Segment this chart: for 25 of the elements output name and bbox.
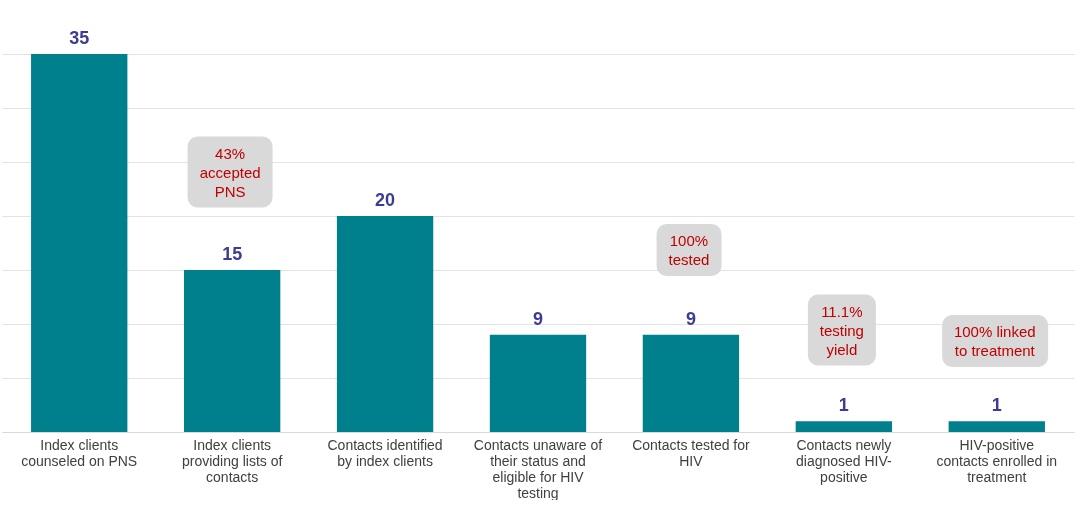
bar — [948, 421, 1045, 432]
x-tick-label: Contacts identified by index clients — [327, 436, 443, 469]
x-tick-label: Contacts newly diagnosed HIV-positive — [795, 436, 893, 485]
bar — [31, 54, 128, 432]
callout-box: 100% tested — [656, 224, 722, 276]
x-tick-label: Index clients counseled on PNS — [21, 436, 138, 469]
data-label: 9 — [532, 308, 544, 329]
data-label: 1 — [991, 395, 1002, 416]
bar — [489, 334, 587, 432]
callout-box: 43% accepted PNS — [187, 136, 273, 208]
bar — [183, 270, 281, 432]
callout-box: 100% linked to treatment — [941, 315, 1048, 367]
x-tick-label: HIV-positive contacts enrolled in treatment — [936, 436, 1058, 485]
data-label: 35 — [69, 28, 90, 48]
callout-box: 11.1% testing yield — [807, 294, 876, 366]
data-label: 15 — [222, 244, 243, 264]
bar — [642, 334, 740, 432]
x-tick-label: Contacts tested for HIV — [632, 436, 751, 469]
x-tick-label: Index clients providing lists of contacts — [181, 436, 283, 485]
data-label: 9 — [685, 308, 696, 329]
x-tick-label: Contacts unaware of their status and eligible for HIV testing — [473, 436, 603, 501]
data-label: 20 — [375, 190, 396, 210]
bar — [795, 421, 893, 432]
bar — [336, 216, 434, 432]
data-label: 1 — [838, 395, 849, 416]
